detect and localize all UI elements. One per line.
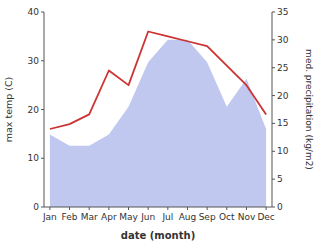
y2-tick [272,207,275,208]
y-tick-label: 30 [28,56,40,66]
y-tick [41,158,44,159]
x-tick-label: May [119,212,138,222]
y2-axis-line [272,12,273,207]
x-axis-line [44,207,272,208]
x-tick [69,207,70,210]
y2-tick-label: 10 [277,146,289,156]
y2-tick [272,179,275,180]
x-tick-label: Dec [257,212,274,222]
y-tick-label: 10 [28,153,40,163]
x-axis-label: date (month) [121,230,195,241]
x-tick [246,207,247,210]
x-tick [187,207,188,210]
y2-tick [272,67,275,68]
y-tick [41,109,44,110]
x-tick [266,207,267,210]
precipitation-area [50,40,266,207]
y2-tick-label: 30 [277,35,289,45]
x-tick-label: Mar [81,212,98,222]
x-tick [89,207,90,210]
y-tick-label: 20 [28,105,40,115]
x-tick [226,207,227,210]
y2-tick-label: 5 [277,174,283,184]
x-tick [128,207,129,210]
x-tick-label: Oct [219,212,235,222]
x-tick [49,207,50,210]
y2-tick-label: 20 [277,91,289,101]
y2-tick-label: 25 [277,63,288,73]
x-tick [148,207,149,210]
x-tick-label: Apr [101,212,117,222]
y2-axis-label: med. precipitation (kg/m2) [304,49,314,170]
y-axis-label: max temp (C) [3,77,14,143]
y2-tick [272,39,275,40]
x-tick-label: Jul [161,212,173,222]
x-tick-label: Feb [62,212,78,222]
y2-tick-label: 35 [277,7,288,17]
y-tick [41,60,44,61]
y-tick [41,12,44,13]
x-tick-label: Jan [42,212,57,222]
y-tick-label: 0 [33,202,39,212]
y2-tick-label: 0 [277,202,283,212]
y2-tick [272,151,275,152]
y-tick-label: 40 [28,7,40,17]
x-tick-label: Nov [238,212,256,222]
chart-svg: JanFebMarAprMayJunJulAugSepOctNovDec0102… [0,0,318,247]
x-tick [167,207,168,210]
temperature-line [50,32,266,130]
y2-tick [272,95,275,96]
x-tick-label: Aug [179,212,197,222]
x-tick-label: Jun [140,212,155,222]
x-tick-label: Sep [199,212,216,222]
x-tick [108,207,109,210]
y-tick [41,207,44,208]
x-tick [207,207,208,210]
y2-tick [272,12,275,13]
plot-area [50,32,266,208]
chart-container: JanFebMarAprMayJunJulAugSepOctNovDec0102… [0,0,318,247]
y2-tick-label: 15 [277,118,288,128]
y2-tick [272,123,275,124]
